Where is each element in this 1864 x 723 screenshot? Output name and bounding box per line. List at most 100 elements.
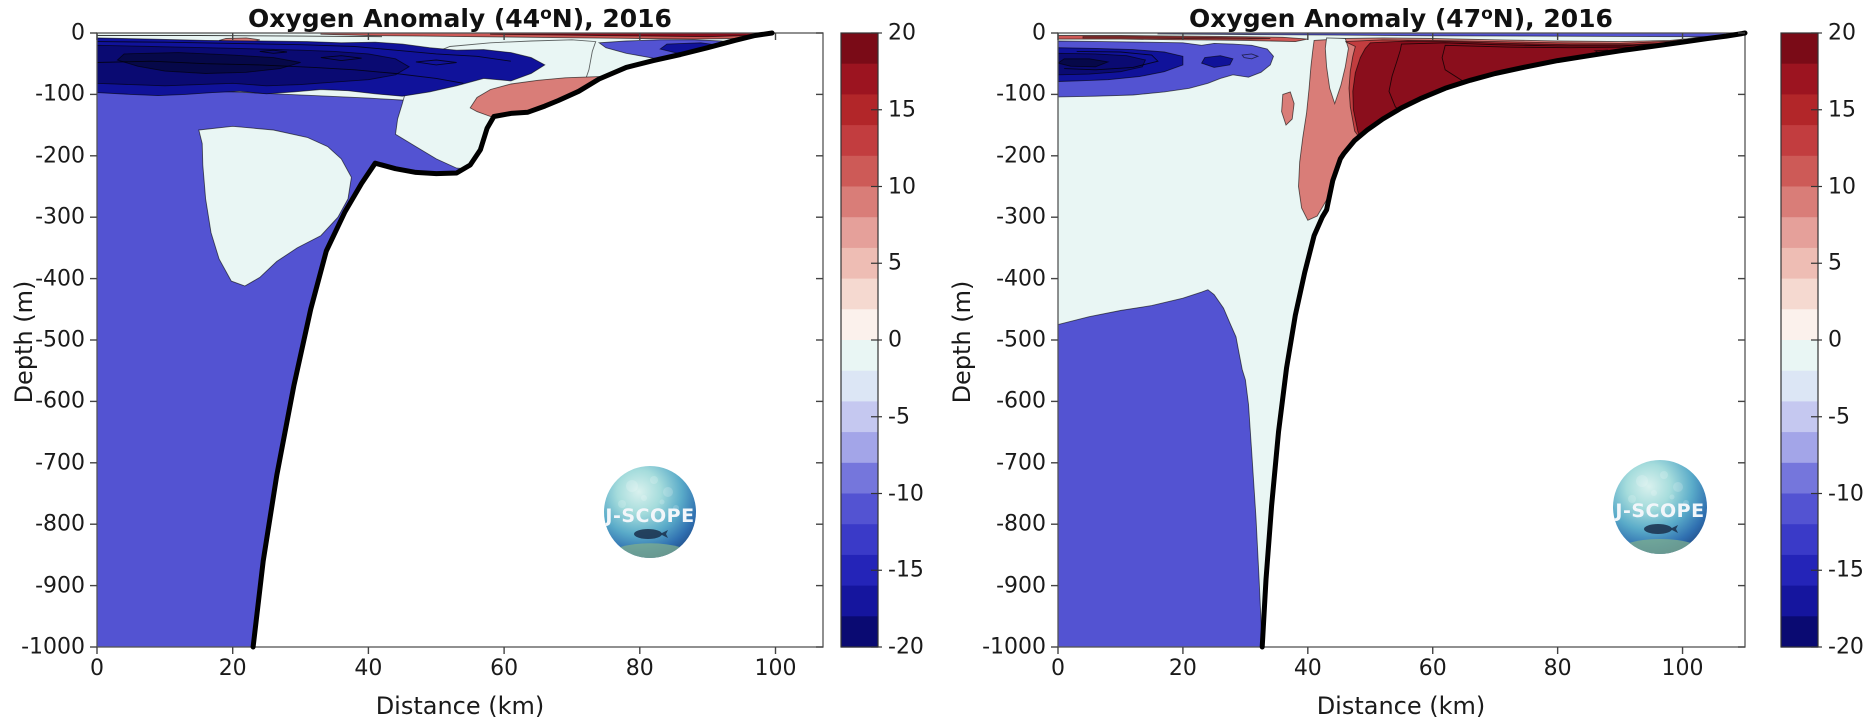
y-tick-label-47N: -700 bbox=[996, 450, 1046, 476]
logo-seafloor bbox=[606, 543, 694, 558]
x-tick-label-47N: 100 bbox=[1661, 656, 1704, 681]
region-surface-blue-strip bbox=[1157, 33, 1745, 38]
y-tick-label-44N: -100 bbox=[35, 81, 85, 107]
y-tick-label-47N: 0 bbox=[1032, 20, 1046, 46]
panel-47n-xlabel: Distance (km) bbox=[1316, 692, 1486, 720]
colorbar-band bbox=[1781, 432, 1818, 464]
y-tick-label-47N: -400 bbox=[996, 266, 1046, 292]
contour-line-1 bbox=[97, 41, 511, 62]
panel-44n-xlabel: Distance (km) bbox=[375, 692, 545, 720]
colorbar-band bbox=[1781, 63, 1818, 95]
region-white-gap-column bbox=[1324, 37, 1349, 106]
colorbar-band bbox=[1781, 585, 1818, 617]
colorbar-tick-label-1: 20 bbox=[1828, 20, 1856, 46]
panel-47n-title-prefix: Oxygen Anomaly (47 bbox=[1189, 4, 1482, 33]
colorbar-band bbox=[841, 186, 878, 218]
colorbar-band bbox=[841, 33, 878, 65]
logo-text: J-SCOPE bbox=[1613, 500, 1704, 522]
colorbar-band bbox=[841, 524, 878, 556]
colorbar-band bbox=[1781, 616, 1818, 648]
y-tick-label-44N: -400 bbox=[35, 266, 85, 292]
y-tick-label-44N: -900 bbox=[35, 573, 85, 599]
contour-line-0 bbox=[97, 35, 383, 38]
colorbar-band bbox=[1781, 186, 1818, 218]
panel-44n-title-prefix: Oxygen Anomaly (44 bbox=[248, 4, 541, 33]
colorbar-tick-label-1: -20 bbox=[1828, 634, 1864, 660]
y-tick-label-44N: -1000 bbox=[21, 634, 85, 660]
colorbar-tick-label-1: -10 bbox=[1828, 481, 1864, 506]
colorbar-tick-label-1: 10 bbox=[1828, 174, 1856, 199]
y-tick-label-47N: -900 bbox=[996, 573, 1046, 599]
colorbar-band bbox=[841, 278, 878, 310]
colorbar-tick-label-1: 5 bbox=[1828, 250, 1842, 276]
contour-line-5 bbox=[259, 49, 288, 54]
region-white-pocket bbox=[198, 125, 352, 287]
x-tick-label-44N: 40 bbox=[354, 656, 383, 681]
x-tick-label-44N: 60 bbox=[490, 656, 519, 681]
logo-circle bbox=[1613, 460, 1707, 554]
colorbar-band bbox=[841, 585, 878, 617]
y-tick-label-47N: -200 bbox=[996, 143, 1046, 169]
panel-44n-title: Oxygen Anomaly (44oN), 2016 bbox=[160, 4, 760, 34]
y-tick-label-44N: -200 bbox=[35, 143, 85, 169]
colorbar-band bbox=[1781, 309, 1818, 341]
y-tick-label-44N: -300 bbox=[35, 204, 85, 230]
colorbar-band bbox=[1781, 217, 1818, 249]
contour-line-4 bbox=[415, 59, 457, 66]
y-tick-label-44N: -700 bbox=[35, 450, 85, 476]
x-tick-label-47N: 20 bbox=[1168, 656, 1197, 681]
colorbar-band bbox=[1781, 340, 1818, 372]
y-tick-label-47N: -800 bbox=[996, 511, 1046, 537]
logo-text: J-SCOPE bbox=[603, 505, 694, 527]
colorbar-band bbox=[1781, 125, 1818, 157]
colorbar-band bbox=[841, 616, 878, 648]
colorbar-tick-label-0: 15 bbox=[888, 97, 916, 123]
colorbar-band bbox=[1781, 493, 1818, 525]
panel-47n-title: Oxygen Anomaly (47oN), 2016 bbox=[1101, 4, 1701, 34]
panel-44n-title-sup: o bbox=[540, 4, 552, 24]
x-tick-label-47N: 80 bbox=[1543, 656, 1572, 681]
colorbar-band bbox=[1781, 524, 1818, 556]
colorbar-tick-label-0: -5 bbox=[888, 404, 910, 430]
y-tick-label-44N: -500 bbox=[35, 327, 85, 353]
colorbar-tick-label-0: 20 bbox=[888, 20, 916, 46]
colorbar-band bbox=[841, 493, 878, 525]
logo-fish-icon bbox=[634, 529, 668, 539]
panel-44N-fills bbox=[97, 33, 773, 647]
y-tick-label-44N: -800 bbox=[35, 511, 85, 537]
region-navy-darkest bbox=[116, 52, 301, 74]
colorbar-tick-label-0: 0 bbox=[888, 327, 902, 353]
region-deep-blue-region bbox=[1058, 289, 1263, 647]
region-surface-darkred-strip bbox=[490, 33, 770, 38]
contour-line-3 bbox=[320, 55, 362, 62]
region-navy-left-darkest bbox=[1058, 58, 1110, 68]
colorbar-band bbox=[1781, 462, 1818, 495]
colorbar-band bbox=[841, 432, 878, 464]
colorbar-tick-label-1: -5 bbox=[1828, 404, 1850, 430]
logo-fish-icon bbox=[1644, 524, 1678, 534]
jscope-logo: J-SCOPE bbox=[1613, 460, 1707, 554]
y-tick-label-47N: -600 bbox=[996, 388, 1046, 414]
x-tick-label-47N: 0 bbox=[1051, 656, 1065, 681]
colorbar-band bbox=[1781, 155, 1818, 188]
bathymetry-line-47N bbox=[1259, 30, 1748, 650]
colorbar-tick-label-1: -15 bbox=[1828, 557, 1864, 583]
region-navy-detached bbox=[1200, 55, 1234, 68]
x-tick-label-47N: 40 bbox=[1293, 656, 1322, 681]
panel-44n-title-suffix: N), 2016 bbox=[551, 4, 672, 33]
region-blue-dot bbox=[1241, 53, 1260, 60]
colorbar-band bbox=[841, 370, 878, 402]
panel-47n-title-suffix: N), 2016 bbox=[1492, 4, 1613, 33]
colorbar-tick-label-0: 5 bbox=[888, 250, 902, 276]
colorbar-tick-label-0: 10 bbox=[888, 174, 916, 199]
x-tick-label-44N: 80 bbox=[625, 656, 654, 681]
panel-47n-title-sup: o bbox=[1481, 4, 1493, 24]
colorbar-tick-label-0: -15 bbox=[888, 557, 924, 583]
colorbar-band bbox=[1781, 370, 1818, 402]
logo-circle bbox=[604, 466, 696, 558]
x-tick-label-44N: 20 bbox=[218, 656, 247, 681]
region-small-salmon-lens bbox=[1281, 91, 1295, 126]
colorbar-band bbox=[1781, 278, 1818, 310]
y-tick-label-47N: -300 bbox=[996, 204, 1046, 230]
